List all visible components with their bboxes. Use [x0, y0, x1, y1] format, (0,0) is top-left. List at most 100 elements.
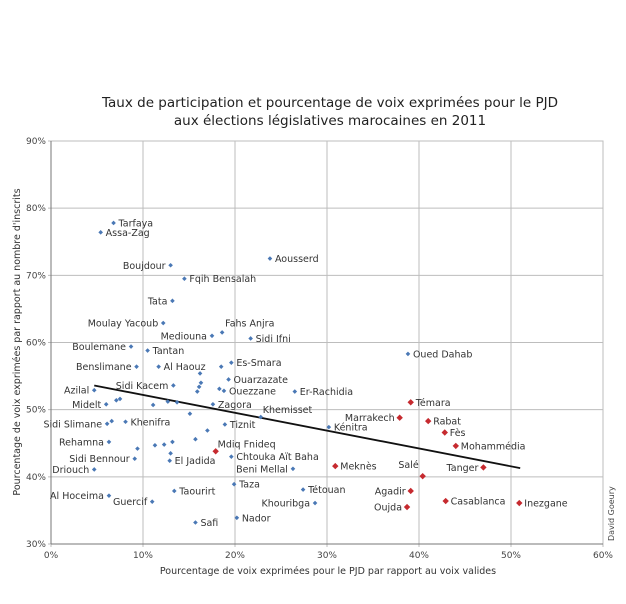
point-label: Sidi Kacem: [116, 381, 169, 392]
point-label: Mohammédia: [461, 441, 526, 452]
data-point: [104, 421, 110, 427]
point-label: Khemisset: [263, 405, 313, 416]
point-label: Agadir: [375, 486, 406, 497]
point-label: Azilal: [64, 386, 89, 397]
point-label: Rabat: [433, 417, 461, 428]
data-point: [91, 467, 97, 472]
data-point: [209, 333, 215, 339]
point-label: Inezgane: [524, 499, 568, 510]
data-point: [132, 456, 138, 461]
data-point: [332, 462, 339, 470]
data-point: [149, 499, 155, 504]
data-point: [123, 419, 128, 425]
data-point: [292, 389, 298, 394]
point-label: Ouarzazate: [234, 375, 289, 386]
point-label: Fès: [450, 428, 466, 439]
x-tick-label: 20%: [225, 551, 245, 561]
y-tick-label: 90%: [26, 137, 46, 147]
point-label: Tanger: [446, 463, 479, 474]
point-label: Fahs Anjra: [225, 318, 274, 329]
data-point: [193, 520, 198, 525]
point-label: Kénitra: [334, 423, 368, 434]
data-point: [135, 446, 140, 451]
point-label: Assa-Zag: [106, 228, 150, 239]
data-point: [221, 388, 227, 394]
data-point: [187, 411, 193, 416]
tick-labels: 0% 10% 20% 30% 40% 50% 60% 30% 40% 50% 60% 70% 80% 90…: [26, 137, 613, 561]
data-point: [167, 458, 172, 464]
x-tick-label: 40%: [409, 551, 429, 561]
data-point: [229, 360, 234, 365]
x-tick-label: 60%: [593, 551, 613, 561]
chart-title-line-2: aux élections législatives marocaines en…: [174, 113, 486, 129]
data-point: [248, 336, 253, 341]
data-point: [219, 330, 225, 335]
author-credit: David Goeury: [607, 486, 616, 541]
y-axis-label: Pourcentage de voix exprimées par rappor…: [12, 188, 23, 495]
point-label: Boulemane: [72, 342, 126, 353]
point-label: Sidi Bennour: [69, 454, 130, 465]
data-point: [161, 442, 167, 447]
point-label: Nador: [242, 513, 271, 524]
data-point: [212, 448, 219, 455]
data-point: [111, 220, 116, 226]
data-point: [196, 384, 202, 390]
data-point: [160, 320, 166, 326]
x-tick-label: 50%: [501, 551, 521, 561]
data-point: [267, 256, 273, 261]
point-label: Taourirt: [178, 486, 215, 497]
data-point: [168, 262, 173, 268]
y-tick-label: 30%: [26, 540, 46, 550]
data-point: [205, 428, 210, 433]
point-label: Benslimane: [76, 362, 132, 373]
data-point: [405, 351, 411, 357]
data-point: [106, 493, 112, 498]
trendline: [94, 384, 521, 469]
data-point: [229, 454, 234, 459]
data-point: [452, 442, 459, 450]
data-point: [419, 472, 426, 480]
data-point: [222, 422, 228, 427]
point-label: Salé: [398, 460, 418, 471]
trendline-group: [94, 384, 521, 469]
point-label: Aousserd: [275, 254, 319, 265]
data-point: [156, 364, 161, 369]
data-point: [480, 464, 487, 471]
point-label: Al Hoceima: [50, 491, 104, 502]
grid: [48, 140, 604, 547]
point-label: Beni Mellal: [236, 464, 288, 475]
point-label: Es-Smara: [236, 358, 281, 369]
data-point: [441, 429, 448, 436]
data-point: [210, 401, 216, 407]
point-label: Al Haouz: [164, 362, 206, 373]
point-label: Témara: [415, 398, 451, 409]
point-label: Mdiq Fnideq: [218, 439, 276, 450]
point-label: Safi: [200, 518, 218, 529]
point-label: Rehamna: [59, 437, 104, 448]
data-point: [193, 436, 198, 442]
data-point: [134, 364, 139, 369]
point-label: Taza: [238, 480, 260, 491]
data-point: [114, 397, 119, 403]
data-point: [109, 418, 115, 424]
point-label: Tantan: [152, 346, 185, 357]
point-label: Oujda: [374, 503, 402, 514]
data-point: [258, 414, 264, 420]
data-point: [182, 276, 187, 281]
data-point: [226, 377, 231, 382]
data-point: [407, 399, 414, 406]
data-point: [231, 481, 237, 487]
point-label: Casablanca: [451, 497, 506, 508]
data-point: [407, 487, 414, 495]
y-tick-label: 40%: [26, 473, 46, 483]
point-label: Midelt: [72, 400, 101, 411]
data-point: [442, 497, 449, 505]
data-point: [168, 451, 173, 456]
point-label: El Jadida: [175, 456, 216, 467]
data-point: [128, 344, 134, 349]
data-point: [145, 348, 150, 353]
data-point: [403, 503, 411, 511]
data-point: [171, 488, 177, 494]
point-label: Tétouan: [307, 485, 345, 496]
